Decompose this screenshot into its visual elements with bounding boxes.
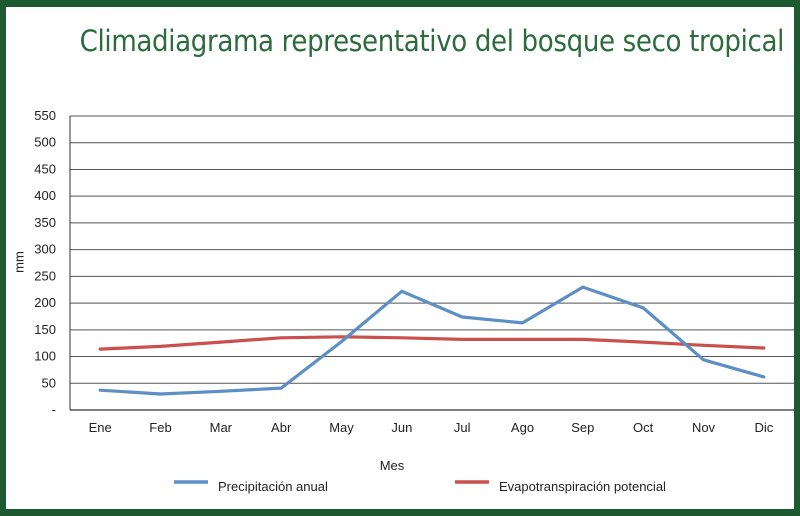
y-tick-label: 250 bbox=[34, 268, 56, 283]
x-axis-label: Mes bbox=[380, 458, 405, 473]
y-tick-label: 200 bbox=[34, 295, 56, 310]
legend-item: Precipitación anual bbox=[174, 479, 328, 494]
x-tick-label: May bbox=[329, 420, 354, 435]
legend-label: Evapotranspiración potencial bbox=[499, 479, 666, 494]
legend-label: Precipitación anual bbox=[218, 479, 328, 494]
y-tick-label: 50 bbox=[42, 375, 56, 390]
gridlines bbox=[69, 115, 794, 411]
x-tick-label: Sep bbox=[571, 420, 594, 435]
y-axis-label: mm bbox=[11, 251, 26, 273]
x-tick-label: Feb bbox=[149, 420, 171, 435]
chart-panel bbox=[6, 7, 794, 509]
x-tick-labels: Ene Feb Mar Abr May Jun Jul Ago Sep Oct Nov Dic bbox=[89, 420, 774, 435]
y-tick-label: 100 bbox=[34, 349, 56, 364]
x-tick-label: Ago bbox=[511, 420, 534, 435]
x-tick-label: Nov bbox=[692, 420, 716, 435]
x-tick-label: Abr bbox=[271, 420, 292, 435]
series-lines bbox=[98, 285, 766, 396]
chart-title: Climadiagrama representativo del bosque … bbox=[79, 24, 785, 58]
x-tick-label: Jul bbox=[454, 420, 471, 435]
y-tick-label: 550 bbox=[34, 108, 56, 123]
series-line-precipitacion bbox=[98, 285, 766, 396]
x-tick-label: Jun bbox=[391, 420, 412, 435]
x-tick-label: Mar bbox=[210, 420, 233, 435]
series-line-evapotranspiracion bbox=[98, 335, 766, 351]
y-tick-labels: - 50 100 150 200 250 300 350 400 450 500 550 bbox=[34, 108, 56, 417]
legend-item: Evapotranspiración potencial bbox=[455, 479, 666, 494]
x-tick-label: Ene bbox=[89, 420, 112, 435]
y-tick-label: 450 bbox=[34, 161, 56, 176]
x-tick-label: Dic bbox=[754, 420, 773, 435]
y-tick-label: 300 bbox=[34, 242, 56, 257]
y-tick-label: - bbox=[52, 402, 56, 417]
legend: Precipitación anual Evapotranspiración po… bbox=[174, 479, 666, 494]
y-tick-label: 500 bbox=[34, 135, 56, 150]
x-tick-label: Oct bbox=[633, 420, 654, 435]
y-tick-label: 350 bbox=[34, 215, 56, 230]
y-tick-label: 400 bbox=[34, 188, 56, 203]
y-tick-label: 150 bbox=[34, 322, 56, 337]
